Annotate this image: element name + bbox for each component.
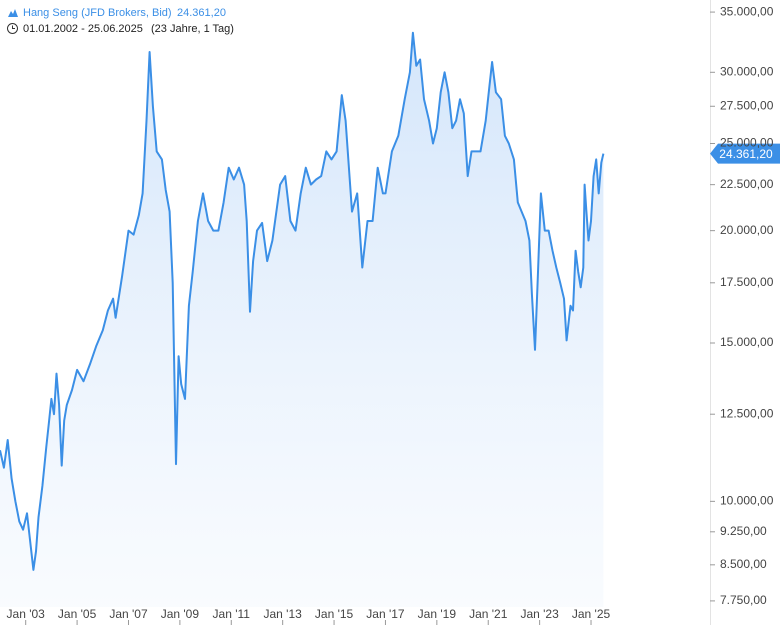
x-tick-label: Jan '25 (572, 607, 611, 621)
x-tick-label: Jan '09 (161, 607, 200, 621)
y-tick-label: 15.000,00 (720, 335, 774, 349)
y-tick-label: 10.000,00 (720, 494, 774, 508)
y-tick-label: 7.750,00 (720, 593, 767, 607)
y-tick-label: 22.500,00 (720, 177, 774, 191)
clock-hands (12, 25, 15, 29)
x-tick-label: Jan '07 (109, 607, 148, 621)
date-range: 01.01.2002 - 25.06.2025 (23, 23, 143, 35)
y-tick-label: 20.000,00 (720, 223, 774, 237)
y-tick-label: 9.250,00 (720, 524, 767, 538)
x-tick-label: Jan '15 (315, 607, 354, 621)
x-tick-label: Jan '11 (213, 607, 251, 621)
x-tick-label: Jan '17 (366, 607, 405, 621)
legend-icon (8, 9, 18, 17)
x-tick-label: Jan '13 (263, 607, 302, 621)
y-tick-label: 27.500,00 (720, 98, 774, 112)
y-tick-label: 12.500,00 (720, 406, 774, 420)
x-tick-label: Jan '23 (520, 607, 559, 621)
y-tick-label: 17.500,00 (720, 275, 774, 289)
duration: (23 Jahre, 1 Tag) (151, 23, 234, 35)
y-tick-label: 35.000,00 (720, 4, 774, 18)
last-price: 24.361,20 (177, 7, 226, 19)
last-price-badge (710, 143, 780, 164)
legend-entry: Hang Seng (JFD Brokers, Bid) (23, 7, 172, 19)
area-fill (0, 32, 604, 607)
x-tick-label: Jan '05 (58, 607, 97, 621)
last-price-label: 24.361,20 (719, 147, 773, 161)
x-tick-label: Jan '03 (7, 607, 46, 621)
y-tick-label: 25.000,00 (720, 136, 774, 150)
clock-icon (7, 23, 18, 34)
x-tick-label: Jan '21 (469, 607, 508, 621)
price-line (0, 31, 605, 571)
x-tick-label: Jan '19 (418, 607, 457, 621)
y-tick-label: 8.500,00 (720, 557, 767, 571)
y-tick-label: 30.000,00 (720, 64, 774, 78)
